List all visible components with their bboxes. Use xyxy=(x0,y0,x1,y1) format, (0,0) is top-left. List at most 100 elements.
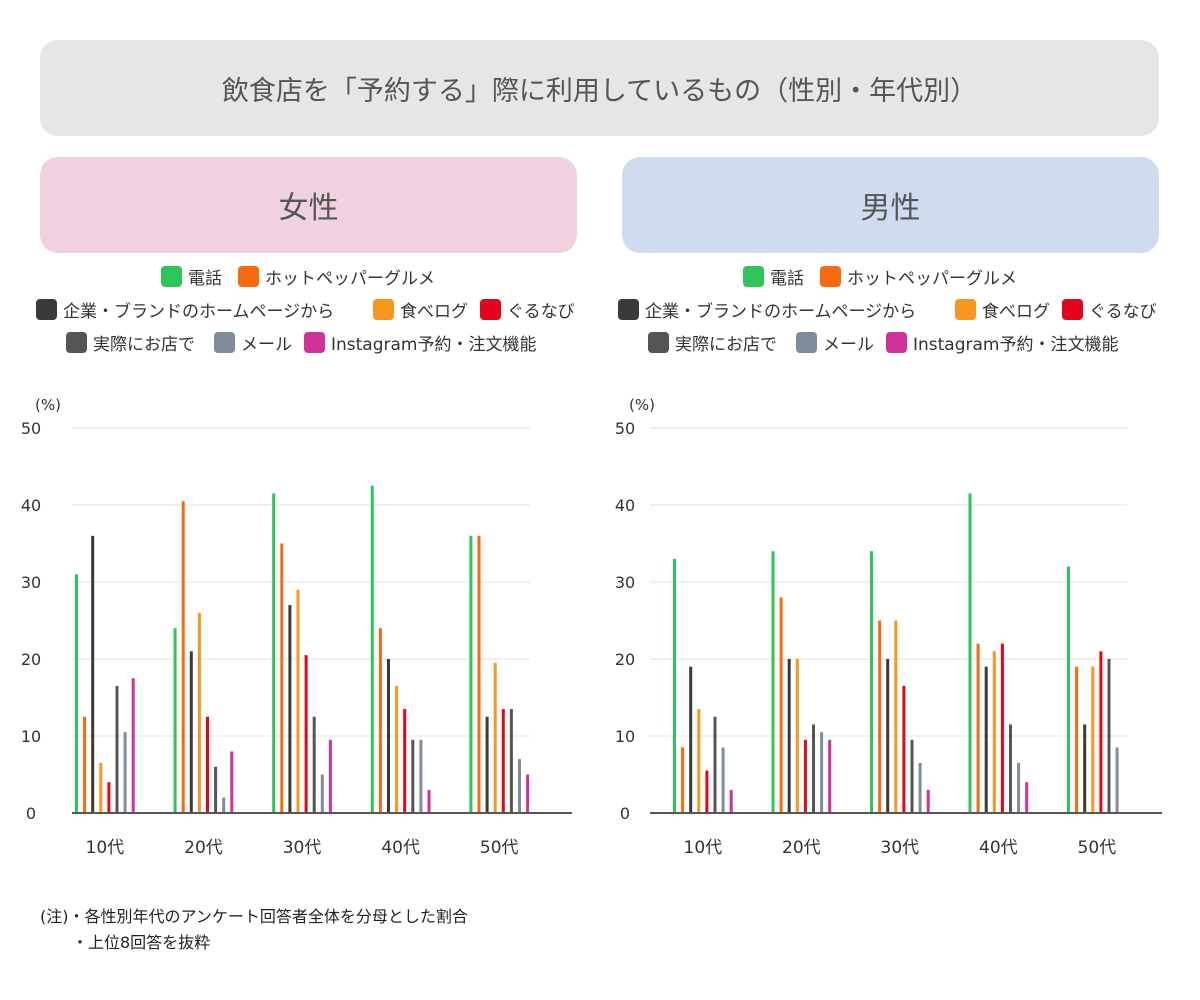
bar-6-4 xyxy=(411,739,415,813)
bar-4-5 xyxy=(493,662,497,813)
x-tick-label: 20代 xyxy=(782,838,821,858)
bar-4-4 xyxy=(395,685,399,813)
bar-5-1 xyxy=(107,782,111,813)
bar-1-2 xyxy=(173,628,177,813)
bar-7-2 xyxy=(222,797,226,813)
female-panel-header: 女性 xyxy=(40,157,577,253)
legend-swatch xyxy=(1062,299,1083,320)
bar-8-4 xyxy=(427,789,431,813)
y-tick-label: 50 xyxy=(615,419,635,438)
legend-item-in-store: 実際にお店で xyxy=(66,330,195,355)
bar-1-3 xyxy=(870,551,873,813)
bar-7-1 xyxy=(123,732,127,813)
bar-2-1 xyxy=(681,747,685,813)
bar-1-2 xyxy=(771,551,775,813)
bar-6-3 xyxy=(910,739,914,813)
bar-7-4 xyxy=(419,739,423,813)
legend-item-tabelog: 食べログ xyxy=(955,297,1050,322)
y-tick-label: 20 xyxy=(21,650,41,669)
legend-label: メール xyxy=(241,335,292,355)
x-tick-label: 50代 xyxy=(1078,838,1117,858)
bar-2-2 xyxy=(181,501,185,813)
bar-7-2 xyxy=(820,732,824,813)
bar-5-3 xyxy=(902,685,906,813)
bar-5-4 xyxy=(403,709,407,813)
bar-1-4 xyxy=(370,485,374,813)
x-tick-label: 10代 xyxy=(684,838,723,858)
legend-female: 電話 ホットペッパーグルメ 企業・ブランドのホームページから 食べログ ぐるなび… xyxy=(30,264,610,355)
legend-label: 実際にお店で xyxy=(93,335,195,355)
bar-4-1 xyxy=(697,709,701,813)
bar-2-3 xyxy=(878,620,882,813)
bar-2-5 xyxy=(1075,666,1079,813)
bar-4-4 xyxy=(992,651,996,813)
bar-1-5 xyxy=(1067,566,1070,813)
legend-label: 電話 xyxy=(188,269,222,289)
x-tick-label: 40代 xyxy=(979,838,1018,858)
bar-6-1 xyxy=(713,716,717,813)
legend-swatch xyxy=(820,266,841,287)
y-tick-label: 0 xyxy=(620,804,630,823)
female-bar-chart: 0 10 20 30 40 50 (%) 10代 20代 30代 40代 50代 xyxy=(21,396,572,858)
legend-label: 企業・ブランドのホームページから xyxy=(645,302,917,322)
bar-3-2 xyxy=(189,651,193,813)
bar-5-3 xyxy=(304,655,308,813)
bar-6-2 xyxy=(214,766,218,813)
bar-7-4 xyxy=(1017,762,1021,813)
legend-swatch xyxy=(304,332,325,353)
bar-1-4 xyxy=(968,493,972,813)
bar-3-5 xyxy=(485,716,489,813)
legend-swatch xyxy=(648,332,669,353)
bar-2-1 xyxy=(83,716,87,813)
legend-swatch xyxy=(955,299,976,320)
bar-3-2 xyxy=(787,659,791,813)
bar-6-5 xyxy=(1107,659,1111,813)
y-tick-label: 10 xyxy=(21,727,41,746)
legend-swatch xyxy=(66,332,87,353)
bar-7-5 xyxy=(518,759,521,813)
bar-3-1 xyxy=(91,535,95,813)
x-tick-label: 20代 xyxy=(184,838,223,858)
legend-item-in-store: 実際にお店で xyxy=(648,330,777,355)
bar-3-3 xyxy=(288,605,292,813)
legend-label: ホットペッパーグルメ xyxy=(265,269,435,289)
bar-6-5 xyxy=(509,709,513,813)
bar-3-4 xyxy=(984,666,988,813)
legend-swatch xyxy=(796,332,817,353)
legend-item-instagram: Instagram予約・注文機能 xyxy=(886,330,1119,355)
legend-label: 電話 xyxy=(770,269,804,289)
legend-swatch xyxy=(480,299,501,320)
bar-4-1 xyxy=(99,762,103,813)
legend-label: 食べログ xyxy=(400,302,468,322)
legend-item-phone: 電話 xyxy=(161,264,222,289)
y-tick-label: 10 xyxy=(615,727,635,746)
bar-2-5 xyxy=(477,535,481,813)
legend-label: Instagram予約・注文機能 xyxy=(331,335,537,355)
bar-8-1 xyxy=(729,789,733,813)
bar-6-4 xyxy=(1009,724,1012,813)
bar-2-4 xyxy=(378,628,382,813)
bar-5-5 xyxy=(501,709,505,813)
bar-2-2 xyxy=(779,597,783,813)
legend-item-phone: 電話 xyxy=(743,264,804,289)
bar-1-1 xyxy=(75,574,78,813)
bar-5-2 xyxy=(803,739,807,813)
bar-3-5 xyxy=(1083,724,1087,813)
legend-label: 食べログ xyxy=(982,302,1050,322)
bar-2-4 xyxy=(976,643,980,813)
legend-swatch xyxy=(238,266,259,287)
bar-8-3 xyxy=(328,739,332,813)
bar-1-3 xyxy=(272,493,276,813)
bar-4-5 xyxy=(1091,666,1095,813)
bar-3-3 xyxy=(886,659,890,813)
legend-swatch xyxy=(618,299,639,320)
bar-2-3 xyxy=(280,543,284,813)
chart-title: 飲食店を「予約する」際に利用しているもの（性別・年代別） xyxy=(40,40,1159,136)
y-tick-label: 30 xyxy=(21,573,41,592)
note-line-2: ・上位8回答を抜粋 xyxy=(72,933,211,952)
bar-6-2 xyxy=(812,724,815,813)
x-tick-label: 40代 xyxy=(381,838,420,858)
y-tick-label: 40 xyxy=(615,496,635,515)
legend-swatch xyxy=(373,299,394,320)
bar-8-2 xyxy=(828,739,832,813)
